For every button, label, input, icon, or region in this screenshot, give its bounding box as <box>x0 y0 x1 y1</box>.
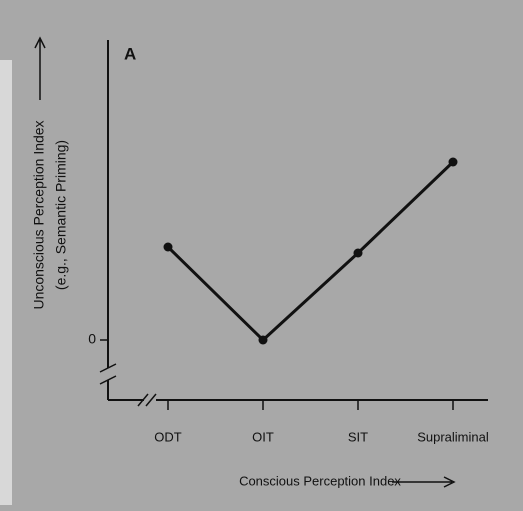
y-axis-label: (e.g., Semantic Priming) <box>53 140 69 290</box>
y-arrow <box>34 36 46 100</box>
x-tick-label: Supraliminal <box>417 429 489 444</box>
left-strip <box>0 60 12 505</box>
data-point <box>448 157 458 167</box>
y-tick-label: 0 <box>88 331 96 347</box>
data-point <box>353 248 363 258</box>
x-axis-label: Conscious Perception Index <box>239 473 401 488</box>
panel-label: A <box>124 44 136 63</box>
x-tick-label: SIT <box>348 429 368 444</box>
y-break <box>99 363 117 385</box>
x-break <box>137 393 157 407</box>
y-label-1: Unconscious Perception Index <box>31 120 47 309</box>
series-line <box>166 160 455 343</box>
x-tick-label: OIT <box>252 429 274 444</box>
y-label-2: (e.g., Semantic Priming) <box>53 140 69 290</box>
x-arrow <box>392 476 456 488</box>
x-tick-label: ODT <box>154 429 182 444</box>
y-axis-label: Unconscious Perception Index <box>31 120 47 309</box>
data-point <box>258 335 268 345</box>
data-point <box>163 242 173 252</box>
